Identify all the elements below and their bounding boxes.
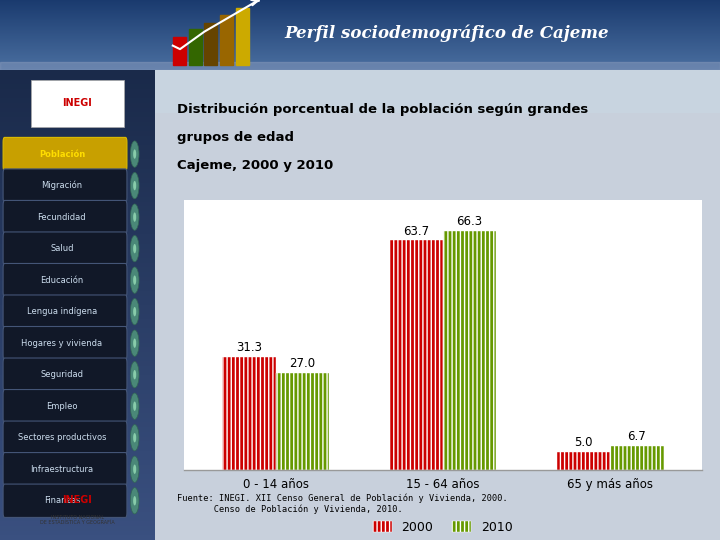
Circle shape bbox=[130, 267, 139, 293]
Text: Hogares y vivienda: Hogares y vivienda bbox=[22, 339, 102, 348]
Text: Fecundidad: Fecundidad bbox=[37, 213, 86, 221]
Circle shape bbox=[130, 235, 139, 262]
Text: Finanzas: Finanzas bbox=[44, 496, 80, 505]
Text: Empleo: Empleo bbox=[46, 402, 78, 411]
Text: grupos de edad: grupos de edad bbox=[177, 131, 294, 144]
Text: Salud: Salud bbox=[50, 244, 73, 253]
Circle shape bbox=[133, 307, 136, 316]
Text: 6.7: 6.7 bbox=[627, 430, 646, 443]
Bar bbox=[220, 15, 233, 65]
Bar bbox=[276, 373, 329, 470]
Circle shape bbox=[133, 433, 136, 442]
Circle shape bbox=[130, 299, 139, 325]
Text: 66.3: 66.3 bbox=[456, 215, 482, 228]
Circle shape bbox=[130, 488, 139, 514]
FancyBboxPatch shape bbox=[3, 453, 127, 486]
Text: INEGI: INEGI bbox=[63, 98, 92, 108]
Text: Infraestructura: Infraestructura bbox=[30, 465, 94, 474]
Text: INSTITUTO NACIONAL
DE ESTADÍSTICA Y GEOGRAFÍA: INSTITUTO NACIONAL DE ESTADÍSTICA Y GEOG… bbox=[40, 515, 114, 525]
FancyBboxPatch shape bbox=[3, 169, 127, 202]
Circle shape bbox=[133, 275, 136, 285]
Bar bbox=[0, 62, 720, 70]
Text: Distribución porcentual de la población según grandes: Distribución porcentual de la población … bbox=[177, 103, 589, 116]
Legend: 2000, 2010: 2000, 2010 bbox=[368, 516, 518, 539]
FancyBboxPatch shape bbox=[3, 389, 127, 423]
Bar bbox=[155, 70, 720, 112]
Circle shape bbox=[130, 204, 139, 230]
Bar bbox=[189, 29, 202, 65]
FancyBboxPatch shape bbox=[3, 358, 127, 392]
Circle shape bbox=[133, 244, 136, 253]
Circle shape bbox=[133, 370, 136, 380]
FancyBboxPatch shape bbox=[3, 421, 127, 454]
Text: 63.7: 63.7 bbox=[403, 225, 429, 238]
Circle shape bbox=[133, 402, 136, 411]
FancyBboxPatch shape bbox=[3, 264, 127, 297]
Text: Migración: Migración bbox=[41, 181, 83, 190]
Circle shape bbox=[133, 464, 136, 474]
FancyBboxPatch shape bbox=[3, 232, 127, 265]
Circle shape bbox=[130, 330, 139, 356]
Circle shape bbox=[133, 150, 136, 159]
Text: Fuente: INEGI. XII Censo General de Población y Vivienda, 2000.
       Censo de : Fuente: INEGI. XII Censo General de Pobl… bbox=[177, 494, 508, 514]
Bar bbox=[236, 8, 249, 65]
Circle shape bbox=[130, 362, 139, 388]
Text: 5.0: 5.0 bbox=[574, 436, 593, 449]
Circle shape bbox=[133, 212, 136, 222]
FancyBboxPatch shape bbox=[3, 137, 127, 171]
Circle shape bbox=[130, 456, 139, 482]
Text: Perfil sociodemográfico de Cajeme: Perfil sociodemográfico de Cajeme bbox=[284, 25, 608, 43]
Bar bbox=[173, 37, 186, 65]
Text: Sectores productivos: Sectores productivos bbox=[18, 433, 106, 442]
Circle shape bbox=[130, 424, 139, 451]
Text: Lengua indígena: Lengua indígena bbox=[27, 307, 97, 316]
Bar bbox=[31, 79, 124, 126]
Circle shape bbox=[133, 181, 136, 190]
Text: Población: Población bbox=[39, 150, 85, 159]
Text: Educación: Educación bbox=[40, 275, 84, 285]
FancyBboxPatch shape bbox=[3, 200, 127, 234]
Text: INEGI: INEGI bbox=[63, 495, 92, 504]
Text: Seguridad: Seguridad bbox=[40, 370, 84, 379]
FancyBboxPatch shape bbox=[3, 295, 127, 328]
Bar bbox=[557, 452, 610, 470]
Bar bbox=[443, 231, 496, 470]
Circle shape bbox=[130, 172, 139, 199]
Circle shape bbox=[130, 393, 139, 420]
Circle shape bbox=[130, 141, 139, 167]
Bar bbox=[390, 240, 443, 470]
Text: 31.3: 31.3 bbox=[236, 341, 262, 354]
Text: Cajeme, 2000 y 2010: Cajeme, 2000 y 2010 bbox=[177, 159, 333, 172]
Bar bbox=[204, 23, 217, 65]
FancyBboxPatch shape bbox=[3, 484, 127, 517]
Text: 27.0: 27.0 bbox=[289, 357, 315, 370]
Bar bbox=[222, 357, 276, 470]
Bar bbox=[610, 446, 664, 470]
FancyBboxPatch shape bbox=[3, 327, 127, 360]
Circle shape bbox=[133, 496, 136, 505]
Circle shape bbox=[133, 339, 136, 348]
